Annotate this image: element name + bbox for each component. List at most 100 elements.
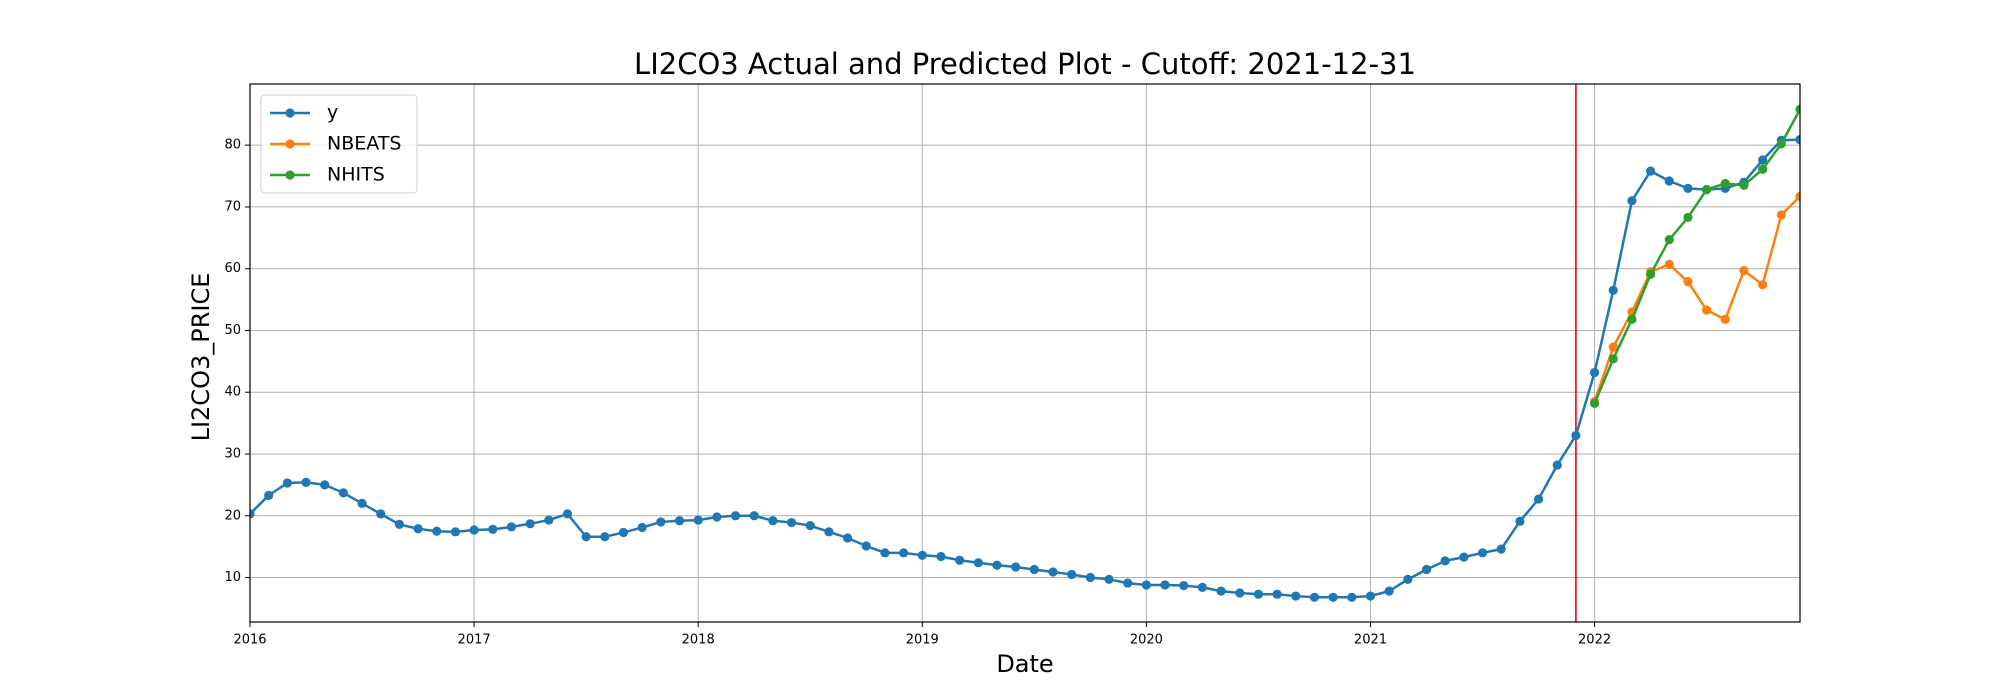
y-tick-label: 30 bbox=[224, 446, 241, 461]
data-point bbox=[973, 558, 983, 568]
y-tick-label: 60 bbox=[224, 261, 241, 276]
data-point bbox=[1795, 191, 1800, 202]
legend-label: NBEATS bbox=[327, 133, 401, 155]
data-point bbox=[674, 516, 685, 526]
data-point bbox=[1664, 259, 1674, 269]
data-point bbox=[1795, 134, 1800, 145]
x-axis-label: Date bbox=[996, 650, 1053, 678]
data-point bbox=[1683, 183, 1693, 193]
data-point bbox=[1683, 212, 1693, 223]
data-point bbox=[320, 480, 330, 490]
data-point bbox=[768, 516, 778, 526]
data-point bbox=[1608, 342, 1618, 352]
data-point bbox=[1720, 314, 1730, 324]
data-point bbox=[1029, 564, 1039, 575]
data-point bbox=[899, 548, 909, 558]
data-point bbox=[1067, 569, 1077, 580]
data-point bbox=[1235, 588, 1245, 598]
data-point bbox=[301, 477, 311, 488]
data-point bbox=[469, 525, 479, 535]
data-point bbox=[1216, 586, 1226, 596]
x-tick-label: 2021 bbox=[1354, 633, 1387, 648]
legend-marker bbox=[285, 139, 295, 149]
x-tick-label: 2019 bbox=[906, 633, 939, 648]
data-point bbox=[1515, 516, 1525, 526]
data-point bbox=[1104, 574, 1114, 584]
data-point bbox=[282, 478, 292, 488]
data-point bbox=[1664, 176, 1674, 186]
data-point bbox=[1477, 548, 1488, 558]
plot-area bbox=[250, 104, 1800, 602]
data-point bbox=[1758, 155, 1768, 165]
data-point bbox=[730, 511, 741, 521]
legend: y NBEATS NHITS bbox=[260, 94, 418, 194]
data-point bbox=[1384, 586, 1394, 596]
data-point bbox=[581, 532, 591, 542]
legend-marker bbox=[285, 170, 295, 180]
data-point bbox=[618, 527, 629, 538]
y-tick-label: 20 bbox=[224, 508, 241, 523]
data-point bbox=[1664, 235, 1674, 245]
y-tick-label: 50 bbox=[224, 323, 241, 338]
data-point bbox=[805, 521, 815, 531]
data-point bbox=[1720, 178, 1730, 189]
data-point bbox=[432, 526, 442, 536]
data-point bbox=[656, 517, 666, 527]
data-point bbox=[1328, 592, 1338, 602]
data-point bbox=[357, 498, 367, 509]
x-tick-label: 2020 bbox=[1130, 633, 1163, 648]
data-point bbox=[506, 522, 517, 532]
data-point bbox=[824, 527, 834, 537]
data-point bbox=[1646, 269, 1656, 279]
data-point bbox=[1347, 592, 1357, 602]
data-point bbox=[880, 548, 890, 558]
data-point bbox=[861, 541, 871, 551]
chart-title: LI2CO3 Actual and Predicted Plot - Cutof… bbox=[634, 47, 1416, 81]
y-tick-label: 10 bbox=[224, 570, 241, 585]
data-point bbox=[562, 509, 573, 519]
data-point bbox=[1197, 582, 1208, 593]
data-point bbox=[1776, 210, 1786, 220]
data-point bbox=[1646, 166, 1656, 176]
data-point bbox=[413, 524, 423, 534]
data-point bbox=[1085, 572, 1095, 583]
data-point bbox=[1795, 104, 1800, 114]
data-point bbox=[1702, 185, 1712, 195]
data-point bbox=[1758, 164, 1768, 174]
data-point bbox=[936, 551, 946, 562]
data-point bbox=[992, 560, 1002, 570]
data-point bbox=[1776, 139, 1786, 149]
legend-marker bbox=[285, 108, 295, 118]
data-point bbox=[1739, 265, 1749, 276]
legend-box bbox=[260, 94, 418, 194]
data-point bbox=[1627, 314, 1637, 324]
data-point bbox=[842, 533, 853, 543]
data-point bbox=[712, 512, 722, 522]
data-point bbox=[917, 550, 927, 560]
data-point bbox=[955, 555, 965, 565]
data-point bbox=[693, 515, 703, 525]
data-point bbox=[600, 532, 610, 542]
x-tick-label: 2017 bbox=[458, 633, 491, 648]
y-tick-label: 40 bbox=[224, 385, 241, 400]
data-point bbox=[1440, 556, 1450, 566]
y-tick-label: 70 bbox=[224, 199, 241, 214]
x-tick-label: 2018 bbox=[682, 633, 715, 648]
data-point bbox=[1533, 494, 1544, 504]
data-point bbox=[1608, 285, 1618, 295]
data-point bbox=[544, 515, 554, 525]
data-point bbox=[1496, 544, 1506, 554]
data-point bbox=[1272, 589, 1282, 599]
data-point bbox=[1123, 578, 1133, 588]
data-point bbox=[1011, 562, 1021, 572]
data-point bbox=[488, 524, 498, 534]
data-point bbox=[1179, 580, 1189, 591]
series-line bbox=[250, 138, 1800, 599]
data-point bbox=[786, 517, 797, 528]
data-point bbox=[1589, 367, 1600, 378]
data-point bbox=[1739, 180, 1749, 190]
x-tick-label: 2016 bbox=[233, 633, 266, 648]
data-point bbox=[1459, 552, 1469, 562]
data-point bbox=[1608, 354, 1618, 364]
data-point bbox=[1141, 580, 1151, 590]
